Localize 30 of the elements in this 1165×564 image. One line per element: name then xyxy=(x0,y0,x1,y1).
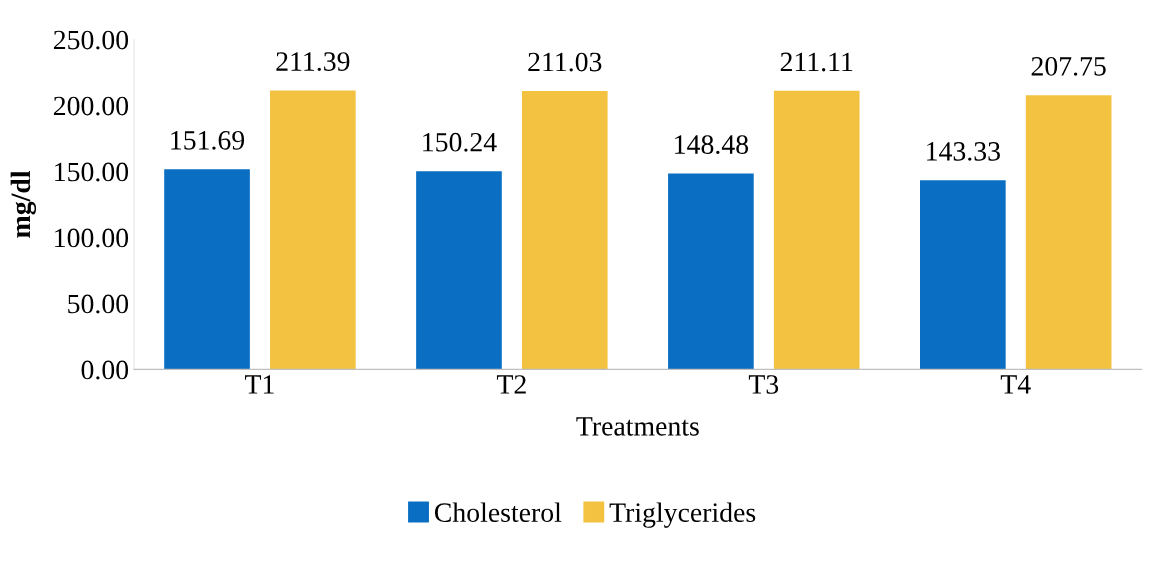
bar xyxy=(521,90,608,370)
bar xyxy=(668,173,754,370)
bar xyxy=(1025,95,1112,370)
bar xyxy=(773,90,860,370)
y-axis-title: mg/dl xyxy=(10,170,37,238)
y-tick-label: 0.00 xyxy=(81,360,129,380)
y-tick-label: 50.00 xyxy=(68,294,129,314)
data-label: 143.33 xyxy=(927,142,1000,161)
data-label: 207.75 xyxy=(1031,56,1106,76)
data-label: 211.11 xyxy=(780,52,853,72)
data-label: 151.69 xyxy=(171,131,245,150)
bar xyxy=(270,90,356,370)
x-tick-label: T3 xyxy=(748,375,779,394)
x-tick-label: T4 xyxy=(1000,375,1031,394)
y-tick-label: 150.00 xyxy=(55,162,129,182)
data-label: 211.39 xyxy=(276,52,350,72)
x-tick-label: T1 xyxy=(245,375,274,394)
data-label: 148.48 xyxy=(675,135,749,155)
bar xyxy=(416,171,502,370)
data-label: 150.24 xyxy=(423,132,497,152)
legend-label: Triglycerides xyxy=(609,502,756,528)
y-tick-label: 200.00 xyxy=(53,96,129,116)
x-axis-title: Treatments xyxy=(576,417,699,436)
legend-label: Cholesterol xyxy=(434,502,562,522)
x-tick-label: T2 xyxy=(496,375,526,394)
bar xyxy=(920,180,1006,370)
y-tick-label: 100.00 xyxy=(55,228,129,248)
data-label: 211.03 xyxy=(528,52,602,72)
bar xyxy=(164,169,250,370)
y-tick-label: 250.00 xyxy=(53,30,129,50)
